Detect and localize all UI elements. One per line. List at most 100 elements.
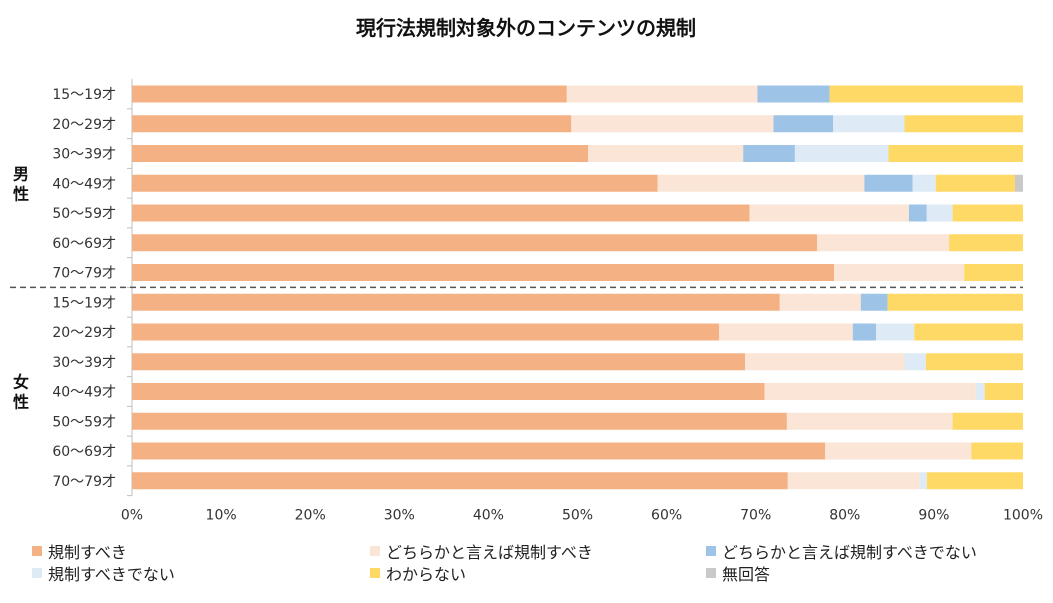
legend-item: わからない	[370, 562, 466, 584]
category-label: 70〜79才	[52, 474, 116, 490]
category-label: 20〜29才	[52, 117, 116, 133]
category-label: 15〜19才	[52, 295, 116, 311]
bar-segment	[132, 264, 835, 281]
chart-title: 現行法規制対象外のコンテンツの規制	[356, 16, 696, 40]
bar-segment	[657, 174, 865, 192]
legend-label: 規制すべき	[48, 543, 127, 562]
legend-swatch	[32, 568, 42, 578]
category-label: 40〜49才	[52, 176, 116, 192]
legend-swatch	[370, 546, 380, 556]
category-label: 70〜79才	[52, 266, 116, 282]
category-label: 40〜49才	[52, 385, 116, 401]
legend-label: どちらかと言えば規制すべきでない	[722, 543, 977, 562]
bar-segment	[971, 442, 1023, 460]
x-tick-label: 20%	[295, 508, 326, 524]
bar-segment	[952, 204, 1023, 222]
bar-segment	[786, 412, 953, 430]
bar-segment	[132, 323, 720, 341]
bar-segment	[975, 383, 985, 400]
bar-segment	[132, 115, 572, 133]
legend-item: 無回答	[706, 562, 770, 584]
bar-segment	[132, 472, 788, 490]
bar-segment	[860, 293, 888, 311]
bar-segment	[132, 412, 787, 430]
x-tick-label: 60%	[651, 508, 682, 524]
bar-segment	[571, 115, 774, 133]
bar-segment	[926, 472, 1023, 490]
category-label: 60〜69才	[52, 236, 116, 252]
legend-item: どちらかと言えば規制すべき	[370, 540, 593, 562]
bar-segment	[132, 145, 589, 162]
bar-segment	[749, 204, 909, 222]
category-label: 50〜59才	[52, 414, 116, 430]
legend-item: 規制すべきでない	[32, 562, 175, 584]
bar-segment	[132, 383, 765, 400]
bar-segment	[817, 234, 950, 252]
bar-segment	[825, 442, 972, 460]
bar-segment	[132, 353, 746, 371]
legend-swatch	[706, 568, 716, 578]
bar-segment	[132, 234, 818, 252]
bar-segment	[852, 323, 876, 341]
x-tick-label: 100%	[1003, 508, 1043, 524]
bar-segment	[1014, 174, 1023, 192]
bar-segment	[773, 115, 834, 133]
category-label: 20〜29才	[52, 325, 116, 341]
category-label: 60〜69才	[52, 444, 116, 460]
bar-segment	[984, 383, 1023, 400]
x-tick-label: 10%	[206, 508, 237, 524]
bar-segment	[887, 293, 1023, 311]
bar-segment	[912, 174, 936, 192]
bar-segment	[919, 472, 927, 490]
bar-segment	[588, 145, 744, 162]
legend-swatch	[706, 546, 716, 556]
bar-segment	[908, 204, 927, 222]
legend-label: 無回答	[722, 565, 771, 584]
bar-segment	[833, 115, 905, 133]
legend-swatch	[370, 568, 380, 578]
bar-segment	[132, 442, 826, 460]
category-label: 50〜59才	[52, 206, 116, 222]
bar-segment	[952, 412, 1023, 430]
bar-segment	[904, 353, 926, 371]
bar-segment	[935, 174, 1015, 192]
stacked-bar-chart: 現行法規制対象外のコンテンツの規制 15〜19才 20〜29才 30〜39才 40〜4…	[10, 16, 1043, 524]
legend-item: どちらかと言えば規制すべきでない	[706, 540, 977, 562]
legend-label: わからない	[386, 565, 467, 584]
bar-segment	[787, 472, 920, 490]
bar-segment	[764, 383, 976, 400]
bar-segment	[719, 323, 853, 341]
x-tick-label: 70%	[740, 508, 771, 524]
bar-segment	[745, 353, 905, 371]
x-tick-label: 50%	[562, 508, 593, 524]
category-label: 15〜19才	[52, 87, 116, 103]
group-label: 男性	[13, 164, 29, 203]
bar-segment	[834, 264, 965, 281]
bar-segment	[743, 145, 795, 162]
category-label: 30〜39才	[52, 147, 116, 163]
bar-segment	[949, 234, 1023, 252]
bar-segment	[888, 145, 1023, 162]
bar-segment	[794, 145, 889, 162]
category-label: 30〜39才	[52, 355, 116, 371]
bar-segment	[132, 174, 658, 192]
bar-segment	[926, 204, 953, 222]
bar-segment	[904, 115, 1023, 133]
bar-segment	[925, 353, 1023, 371]
bar-segment	[914, 323, 1023, 341]
bar-segment	[757, 85, 830, 103]
bar-segment	[779, 293, 861, 311]
x-tick-label: 0%	[121, 508, 143, 524]
legend-swatch	[32, 546, 42, 556]
bar-segment	[566, 85, 758, 103]
x-tick-label: 40%	[473, 508, 504, 524]
x-tick-label: 30%	[384, 508, 415, 524]
bar-segment	[132, 293, 780, 311]
legend-item: 規制すべき	[32, 540, 127, 562]
bar-segment	[132, 85, 567, 103]
x-tick-label: 80%	[829, 508, 860, 524]
legend-label: 規制すべきでない	[48, 565, 175, 584]
bar-segment	[875, 323, 915, 341]
chart-legend: 規制すべき どちらかと言えば規制すべき どちらかと言えば規制すべきでない規制すべきで…	[0, 540, 1053, 600]
legend-label: どちらかと言えば規制すべき	[386, 543, 593, 562]
